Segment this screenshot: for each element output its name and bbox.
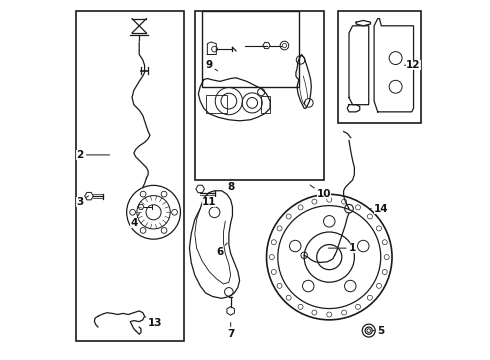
Text: 1: 1 (328, 243, 356, 253)
Bar (195, 12, 324, 180)
Bar (205, 95, 227, 113)
Text: 5: 5 (372, 325, 385, 336)
Text: 13: 13 (145, 316, 163, 328)
Text: 14: 14 (368, 204, 389, 214)
Text: 2: 2 (76, 150, 110, 160)
Text: 11: 11 (202, 193, 217, 207)
Text: 8: 8 (227, 179, 234, 192)
Bar (76, 12, 184, 341)
Text: 9: 9 (206, 60, 218, 71)
Text: 12: 12 (405, 60, 421, 70)
Text: 3: 3 (76, 196, 89, 207)
Text: 7: 7 (227, 323, 234, 339)
Text: 10: 10 (310, 185, 331, 199)
Bar (261, 96, 270, 113)
Bar (202, 12, 299, 87)
Text: 4: 4 (130, 213, 140, 228)
Bar (338, 12, 421, 123)
Text: 6: 6 (216, 243, 227, 257)
